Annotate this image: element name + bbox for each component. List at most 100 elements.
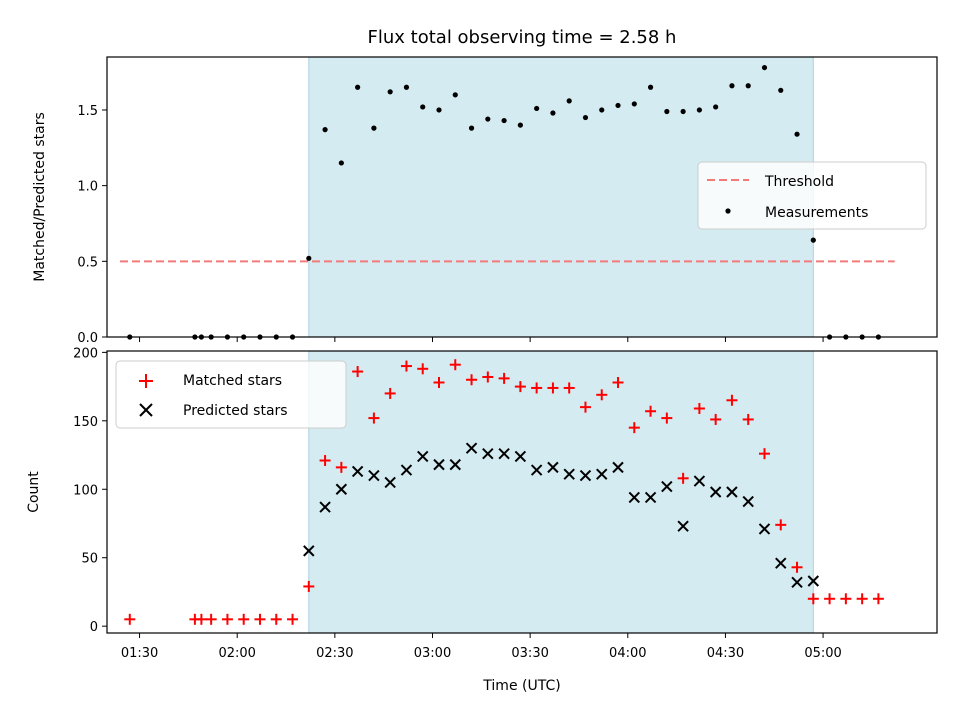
measurement-point [436, 107, 442, 113]
legend-matched-swatch [139, 374, 153, 388]
matched-star-point [824, 593, 836, 605]
predicted-star-point [758, 523, 771, 535]
matched-star-point [693, 402, 705, 414]
matched-star-point [872, 593, 884, 605]
matched-star-point [612, 376, 624, 388]
predicted-star-point [384, 476, 396, 489]
top-legend-box [697, 161, 927, 230]
bottom-legend: Matched stars Predicted stars [115, 360, 347, 429]
measurement-point [322, 127, 328, 133]
measurement-point [599, 107, 605, 113]
predicted-star-point [807, 575, 820, 587]
measurement-point [631, 101, 637, 107]
predicted-star-point [303, 545, 315, 557]
bottom-x-tick-label: 03:00 [414, 646, 451, 661]
predicted-star-point [709, 486, 722, 498]
observing-interval-shade-bottom [308, 350, 814, 634]
top-y-axis-label: Matched/Predicted stars [32, 112, 48, 282]
matched-star-point [482, 371, 494, 383]
matched-star-point [238, 613, 250, 625]
measurement-point [696, 107, 702, 113]
matched-star-point [840, 593, 852, 605]
bottom-y-ticks: 0 50 100 150 200 [73, 346, 107, 635]
matched-star-point [742, 413, 754, 425]
predicted-star-point [726, 486, 738, 498]
predicted-star-point [417, 450, 429, 463]
predicted-star-point [368, 469, 380, 482]
matched-star-point [579, 401, 591, 413]
measurement-point [420, 104, 426, 110]
predicted-star-point [612, 461, 624, 474]
predicted-star-point [677, 520, 689, 532]
bottom-axes-frame [106, 350, 938, 634]
matched-star-point [287, 613, 299, 625]
bottom-y-tick-label: 50 [81, 552, 98, 567]
bottom-panel: 0 50 100 150 200 01:30 02:00 02:30 03:00 03:30 04… [26, 346, 938, 694]
matched-star-point [303, 580, 315, 592]
measurement-point [615, 102, 621, 109]
top-y-tick-label: 1.0 [77, 180, 98, 195]
measurement-point [761, 64, 768, 71]
matched-star-point [775, 519, 787, 531]
measurement-point [534, 105, 540, 112]
measurement-point [452, 92, 458, 98]
bottom-y-tick-label: 0 [90, 620, 98, 635]
matched-star-point [710, 413, 722, 425]
measurement-point [468, 125, 475, 131]
matched-star-point [514, 381, 526, 393]
matched-star-point [807, 593, 819, 605]
bottom-x-tick-label: 01:30 [121, 646, 158, 661]
top-panel: 0.0 0.5 1.0 1.5 Flux total observing time =… [32, 27, 938, 346]
matched-star-point [417, 363, 429, 375]
matched-star-point [856, 593, 868, 605]
matched-star-point [319, 455, 331, 467]
bottom-x-tick-label: 05:00 [804, 646, 841, 661]
predicted-star-point [628, 491, 641, 504]
predicted-star-point [400, 464, 413, 476]
measurement-point [371, 125, 377, 131]
predicted-star-point [791, 576, 803, 589]
predicted-star-point [661, 480, 673, 493]
measurement-point [582, 114, 589, 121]
measurement-point [664, 108, 670, 115]
bottom-x-tick-label: 04:30 [707, 646, 744, 661]
matched-star-point [563, 382, 575, 394]
measurement-point [680, 108, 686, 115]
bottom-y-tick-label: 100 [73, 483, 98, 498]
matched-star-point [547, 382, 559, 394]
legend-matched-label: Matched stars [183, 373, 282, 389]
predicted-star-point [335, 483, 348, 495]
measurement-point [485, 116, 491, 122]
matched-star-point [531, 382, 543, 394]
measurement-point [810, 237, 816, 243]
matched-star-point [628, 422, 640, 434]
predicted-star-point [742, 495, 754, 508]
predicted-star-point [449, 458, 461, 471]
legend-threshold-label: Threshold [764, 174, 834, 190]
matched-star-point [466, 374, 478, 386]
predicted-star-point [433, 458, 445, 471]
matched-star-point [661, 412, 673, 424]
predicted-star-point [514, 450, 527, 463]
predicted-star-point [319, 501, 331, 513]
measurement-point [566, 98, 572, 104]
predicted-star-point [644, 491, 657, 504]
matched-star-point [677, 472, 689, 484]
bottom-y-tick-label: 200 [73, 346, 98, 361]
top-y-tick-label: 0.0 [77, 331, 98, 346]
predicted-star-point [351, 465, 364, 478]
legend-predicted-label: Predicted stars [183, 403, 288, 419]
measurement-point [713, 104, 719, 110]
top-axes-frame [106, 56, 938, 338]
matched-star-point [335, 461, 347, 473]
matched-star-point [195, 613, 207, 625]
predicted-star-point [465, 442, 478, 454]
legend-predicted-swatch [139, 403, 153, 417]
matched-star-point [270, 613, 282, 625]
legend-measurements-label: Measurements [765, 205, 868, 221]
measurement-point [355, 84, 361, 90]
predicted-star-point [563, 468, 575, 480]
measurement-point [794, 131, 800, 137]
matched-star-point [645, 405, 657, 417]
measurement-point [501, 117, 507, 124]
